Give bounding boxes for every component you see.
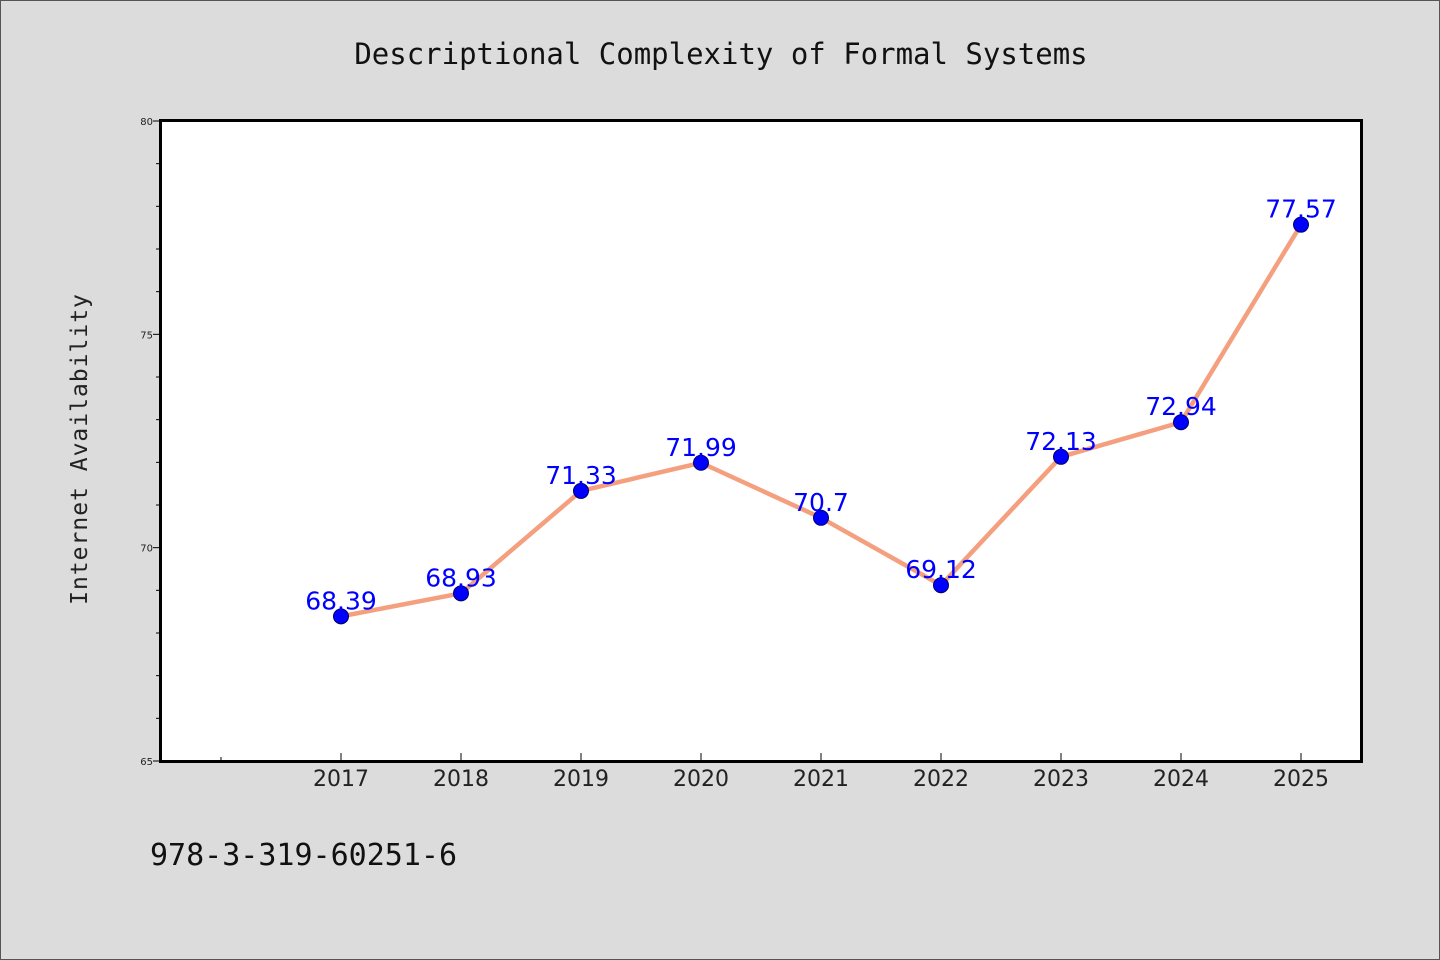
data-label: 77.57 — [1265, 195, 1337, 224]
data-labels: 68.39 68.93 71.33 71.99 70.7 69.12 72.13 72.94 7… — [305, 195, 1337, 616]
x-tick-label: 2024 — [1153, 767, 1209, 792]
data-label: 70.7 — [793, 488, 849, 517]
data-point — [333, 608, 349, 625]
x-tick-label: 2025 — [1273, 767, 1329, 792]
data-label: 71.99 — [665, 433, 737, 462]
x-tick-label: 2020 — [673, 767, 729, 792]
y-axis: 65 70 75 80 — [140, 117, 161, 768]
data-label: 72.94 — [1145, 392, 1217, 421]
x-tick-label: 2022 — [913, 767, 969, 792]
data-point — [813, 509, 829, 526]
data-point — [1053, 448, 1069, 465]
data-label: 71.33 — [545, 461, 617, 490]
x-tick-label: 2021 — [793, 767, 849, 792]
data-point — [693, 454, 709, 471]
y-tick-label: 65 — [140, 757, 153, 768]
data-point — [1293, 216, 1309, 233]
y-tick-label: 80 — [140, 117, 153, 128]
data-label: 69.12 — [905, 555, 977, 584]
x-tick-label: 2023 — [1033, 767, 1089, 792]
data-point — [1173, 414, 1189, 431]
chart-title: Descriptional Complexity of Formal Syste… — [354, 37, 1087, 71]
data-point — [933, 577, 949, 594]
plot-area — [159, 119, 1363, 763]
y-axis-label: Internet Availability — [67, 293, 93, 605]
y-tick-label: 70 — [140, 544, 153, 555]
data-label: 68.39 — [305, 586, 377, 615]
y-tick-label: 75 — [140, 330, 153, 341]
series-layer — [333, 216, 1309, 625]
x-tick-label: 2017 — [313, 767, 369, 792]
x-tick-label: 2019 — [553, 767, 609, 792]
data-point — [453, 585, 469, 602]
x-tick-label: 2018 — [433, 767, 489, 792]
footnote-isbn: 978-3-319-60251-6 — [150, 838, 457, 873]
data-point — [573, 482, 589, 499]
x-axis: 2017 2018 2019 2020 2021 2022 2023 2024 2025 — [220, 753, 1329, 792]
data-label: 72.13 — [1025, 427, 1097, 456]
data-label: 68.93 — [425, 563, 497, 592]
